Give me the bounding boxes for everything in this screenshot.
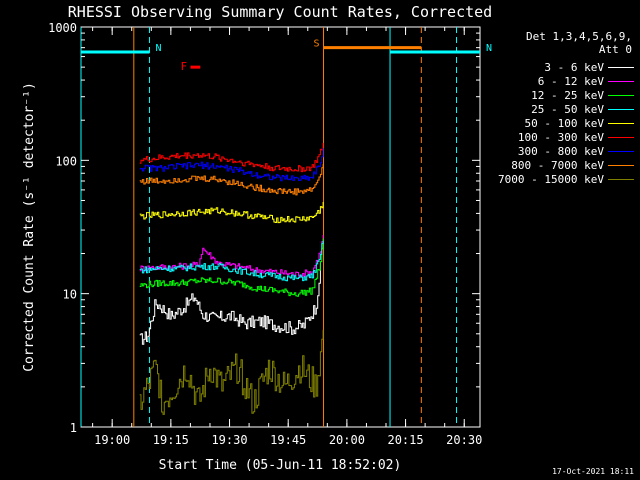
legend-label: 25 - 50 keV — [531, 102, 604, 116]
y-tick-label: 10 — [63, 288, 77, 302]
legend-label: 12 - 25 keV — [531, 88, 604, 102]
legend-swatch — [608, 94, 634, 96]
legend-label: 3 - 6 keV — [544, 60, 604, 74]
x-tick-label: 20:15 — [387, 433, 423, 447]
x-tick-label: 19:30 — [211, 433, 247, 447]
series-line — [139, 148, 324, 182]
series-line — [139, 143, 324, 173]
legend-entry: 6 - 12 keV — [480, 74, 640, 88]
legend-label: 7000 - 15000 keV — [498, 172, 604, 186]
legend-swatch — [608, 108, 634, 110]
legend-label: 300 - 800 keV — [517, 144, 604, 158]
y-tick-label: 1 — [70, 421, 77, 435]
x-tick-label: 20:00 — [329, 433, 365, 447]
legend-entry: 7000 - 15000 keV — [480, 172, 640, 186]
y-tick-label: 100 — [55, 154, 77, 168]
state-flags: N N S F — [81, 39, 492, 73]
series-line — [139, 164, 324, 196]
legend-swatch — [608, 66, 634, 68]
legend-label: 6 - 12 keV — [537, 74, 604, 88]
x-axis-ticks: 19:00 19:15 19:30 19:45 20:00 20:15 20:30 — [92, 27, 482, 447]
legend-entry: 50 - 100 keV — [480, 116, 640, 130]
series-line — [139, 240, 324, 282]
legend-swatch — [608, 80, 634, 82]
x-axis-label: Start Time (05-Jun-11 18:52:02) — [159, 458, 402, 473]
series-lines — [139, 143, 324, 415]
legend-entry: 100 - 300 keV — [480, 130, 640, 144]
legend-entry: 800 - 7000 keV — [480, 158, 640, 172]
series-line — [139, 262, 321, 345]
x-tick-label: 19:00 — [94, 433, 130, 447]
flag-label: F — [181, 60, 188, 73]
legend-header-line-1: Det 1,3,4,5,6,9, — [526, 30, 632, 43]
y-tick-label: 1000 — [48, 21, 77, 35]
series-line — [139, 329, 324, 415]
plot-frame — [80, 26, 481, 428]
legend-label: 800 - 7000 keV — [511, 158, 604, 172]
x-tick-label: 19:15 — [153, 433, 189, 447]
plot-border — [80, 26, 481, 428]
legend-swatch — [608, 136, 634, 138]
flag-label: N — [155, 43, 161, 54]
legend-entry: 12 - 25 keV — [480, 88, 640, 102]
legend-swatch — [608, 150, 634, 152]
vertical-markers — [80, 27, 458, 427]
series-line — [139, 202, 324, 224]
legend-label: 50 - 100 keV — [524, 116, 604, 130]
legend-swatch — [608, 178, 634, 180]
generation-timestamp: 17-Oct-2021 18:11 — [552, 467, 634, 476]
x-tick-label: 19:45 — [270, 433, 306, 447]
series-line — [139, 235, 324, 277]
legend-swatch — [608, 122, 634, 124]
legend-entry: 300 - 800 keV — [480, 144, 640, 158]
chart-title: RHESSI Observing Summary Count Rates, Co… — [68, 3, 492, 21]
x-tick-label: 20:30 — [446, 433, 482, 447]
legend-header-line-2: Att 0 — [598, 43, 632, 56]
legend-entry: 25 - 50 keV — [480, 102, 640, 116]
y-axis-ticks: 1 10 100 1000 — [48, 21, 480, 435]
series-line — [139, 238, 324, 297]
legend-swatch — [608, 164, 634, 166]
legend: Det 1,3,4,5,6,9, Att 0 3 - 6 keV 6 - 12 k… — [480, 30, 640, 186]
flag-label: N — [486, 43, 492, 54]
flag-label: S — [314, 39, 320, 50]
legend-label: 100 - 300 keV — [517, 130, 604, 144]
legend-entry: 3 - 6 keV — [480, 60, 640, 74]
y-axis-label: Corrected Count Rate (s⁻¹ detector⁻¹) — [22, 82, 37, 372]
